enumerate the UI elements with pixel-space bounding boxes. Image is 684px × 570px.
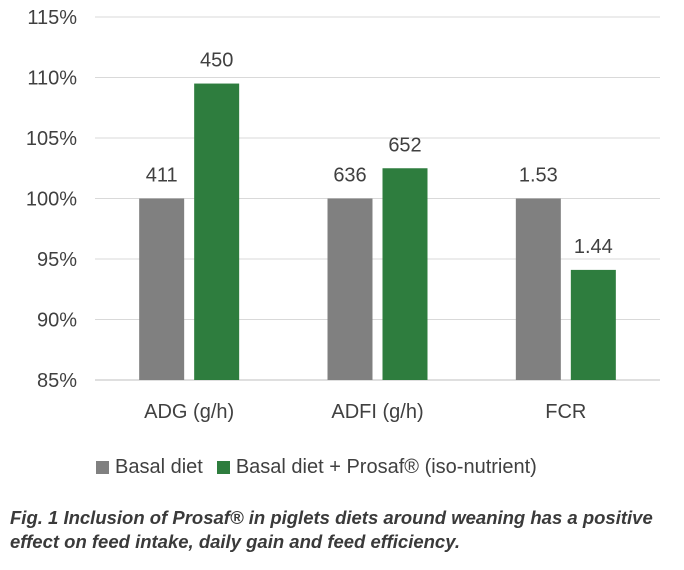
- legend-swatch-basal: [96, 461, 109, 474]
- legend-item-basal: Basal diet: [96, 456, 203, 479]
- data-label: 636: [333, 165, 366, 187]
- gridlines: [95, 16, 660, 381]
- x-category-label: ADFI (g/h): [331, 401, 423, 423]
- legend-label-prosaf: Basal diet + Prosaf® (iso-nutrient): [235, 456, 537, 478]
- data-label: 1.53: [519, 165, 558, 187]
- data-label: 1.44: [574, 236, 613, 258]
- y-tick-label: 115%: [27, 7, 77, 29]
- legend-label-basal: Basal diet: [115, 456, 203, 478]
- y-tick-label: 90%: [37, 310, 77, 332]
- y-tick-label: 105%: [26, 128, 77, 150]
- legend-swatch-prosaf: [216, 461, 230, 474]
- figure-caption: Fig. 1 Inclusion of Prosaf® in piglets d…: [10, 507, 653, 552]
- bar-chart: 85% 90% 95% 100% 105% 110% 115% 411 450 636 652 1.…: [26, 7, 660, 423]
- data-label: 411: [146, 165, 178, 187]
- data-label: 652: [388, 134, 421, 156]
- data-labels: 411 450 636 652 1.53 1.44: [146, 50, 613, 258]
- y-tick-label: 100%: [26, 189, 77, 211]
- bar-basal-0: [139, 198, 185, 380]
- bar-basal-1: [327, 198, 373, 380]
- y-tick-label: 110%: [27, 68, 77, 90]
- bar-prosaf-0: [194, 83, 240, 381]
- bar-basal-2: [515, 198, 561, 380]
- y-axis-ticks: 85% 90% 95% 100% 105% 110% 115%: [26, 7, 77, 392]
- y-tick-label: 85%: [37, 370, 77, 392]
- legend-item-prosaf: Basal diet + Prosaf® (iso-nutrient): [216, 456, 537, 479]
- bar-prosaf-1: [382, 168, 428, 380]
- legend: Basal diet Basal diet + Prosaf® (iso-nut…: [96, 456, 551, 479]
- y-tick-label: 95%: [37, 249, 77, 271]
- bars: [139, 83, 616, 381]
- x-axis-categories: ADG (g/h) ADFI (g/h) FCR: [144, 401, 586, 423]
- x-category-label: ADG (g/h): [144, 401, 234, 423]
- data-label: 450: [200, 50, 233, 72]
- bar-prosaf-2: [570, 269, 616, 380]
- x-category-label: FCR: [545, 401, 586, 423]
